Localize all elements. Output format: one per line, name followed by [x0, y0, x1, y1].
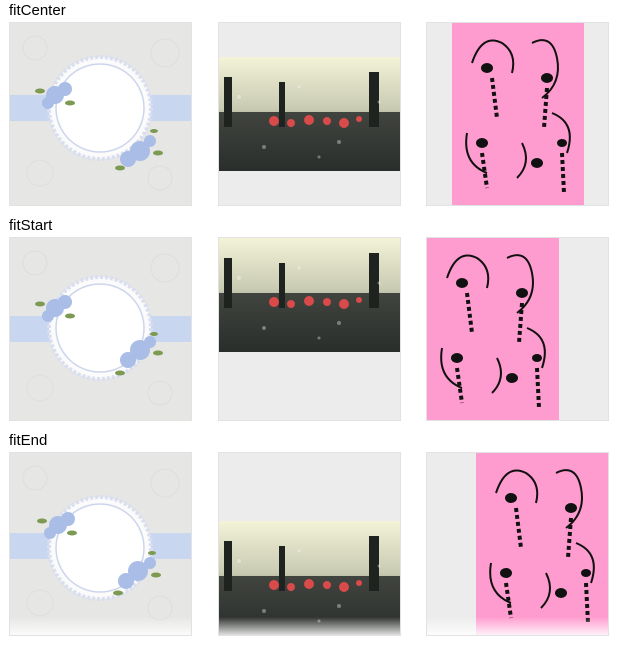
image-view-rain-fitstart [218, 237, 401, 421]
image-view-frame-fitend [9, 452, 192, 636]
row-label-fitend: fitEnd [9, 432, 48, 449]
image-view-cats-fitstart [426, 237, 609, 421]
lace-frame-image [10, 453, 191, 635]
rainy-window-image [219, 57, 400, 171]
lace-frame-image [10, 238, 191, 420]
fade-overlay [10, 617, 191, 635]
fade-overlay [219, 617, 400, 635]
image-view-cats-fitcenter [426, 22, 609, 206]
pink-cats-image [476, 453, 608, 635]
row-label-fitcenter: fitCenter [9, 2, 66, 19]
pink-cats-image [427, 238, 559, 420]
pink-cats-image [452, 23, 584, 205]
image-view-rain-fitend [218, 452, 401, 636]
rainy-window-image [219, 238, 400, 352]
image-view-cats-fitend [426, 452, 609, 636]
row-label-fitstart: fitStart [9, 217, 53, 234]
lace-frame-image [10, 23, 191, 205]
image-view-frame-fitcenter [9, 22, 192, 206]
image-view-frame-fitstart [9, 237, 192, 421]
image-view-rain-fitcenter [218, 22, 401, 206]
fade-overlay [427, 617, 608, 635]
